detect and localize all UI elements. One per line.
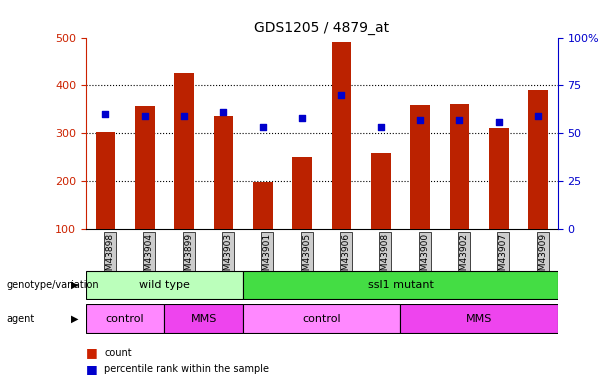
Text: percentile rank within the sample: percentile rank within the sample: [104, 364, 269, 374]
Bar: [214, 116, 234, 229]
Bar: [332, 42, 351, 229]
Point: [455, 117, 465, 123]
Point: [415, 117, 425, 123]
Point: [533, 113, 543, 119]
Text: control: control: [106, 314, 145, 324]
Text: GSM43906: GSM43906: [341, 233, 351, 282]
Text: MMS: MMS: [191, 314, 217, 324]
Point: [494, 118, 504, 124]
Bar: [135, 106, 154, 229]
Title: GDS1205 / 4879_at: GDS1205 / 4879_at: [254, 21, 389, 35]
Text: GSM43898: GSM43898: [105, 233, 115, 282]
Text: GSM43899: GSM43899: [184, 233, 193, 282]
Bar: [86, 271, 243, 299]
Bar: [243, 304, 400, 333]
Text: GSM43904: GSM43904: [145, 233, 154, 282]
Text: ■: ■: [86, 363, 102, 375]
Text: GSM43907: GSM43907: [499, 233, 508, 282]
Text: ssl1 mutant: ssl1 mutant: [368, 280, 433, 290]
Bar: [86, 304, 164, 333]
Text: GSM43905: GSM43905: [302, 233, 311, 282]
Text: wild type: wild type: [139, 280, 190, 290]
Text: GSM43909: GSM43909: [538, 233, 547, 282]
Point: [140, 113, 150, 119]
Bar: [292, 157, 312, 229]
Point: [101, 111, 110, 117]
Bar: [528, 90, 548, 229]
Point: [219, 109, 229, 115]
Bar: [164, 304, 243, 333]
Text: GSM43908: GSM43908: [381, 233, 390, 282]
Text: ▶: ▶: [71, 280, 78, 290]
Bar: [450, 104, 470, 229]
Bar: [489, 128, 509, 229]
Text: GSM43901: GSM43901: [263, 233, 272, 282]
Bar: [174, 74, 194, 229]
Text: MMS: MMS: [466, 314, 492, 324]
Bar: [371, 153, 390, 229]
Bar: [253, 182, 273, 229]
Bar: [400, 304, 558, 333]
Text: ■: ■: [86, 346, 102, 359]
Bar: [96, 132, 115, 229]
Point: [297, 115, 307, 121]
Point: [258, 124, 268, 130]
Bar: [243, 271, 558, 299]
Text: genotype/variation: genotype/variation: [6, 280, 99, 290]
Text: agent: agent: [6, 314, 34, 324]
Text: GSM43902: GSM43902: [460, 233, 468, 282]
Text: count: count: [104, 348, 132, 357]
Text: control: control: [302, 314, 341, 324]
Point: [179, 113, 189, 119]
Point: [376, 124, 386, 130]
Text: GSM43900: GSM43900: [420, 233, 429, 282]
Text: GSM43903: GSM43903: [224, 233, 232, 282]
Bar: [410, 105, 430, 229]
Text: ▶: ▶: [71, 314, 78, 324]
Point: [337, 92, 346, 98]
